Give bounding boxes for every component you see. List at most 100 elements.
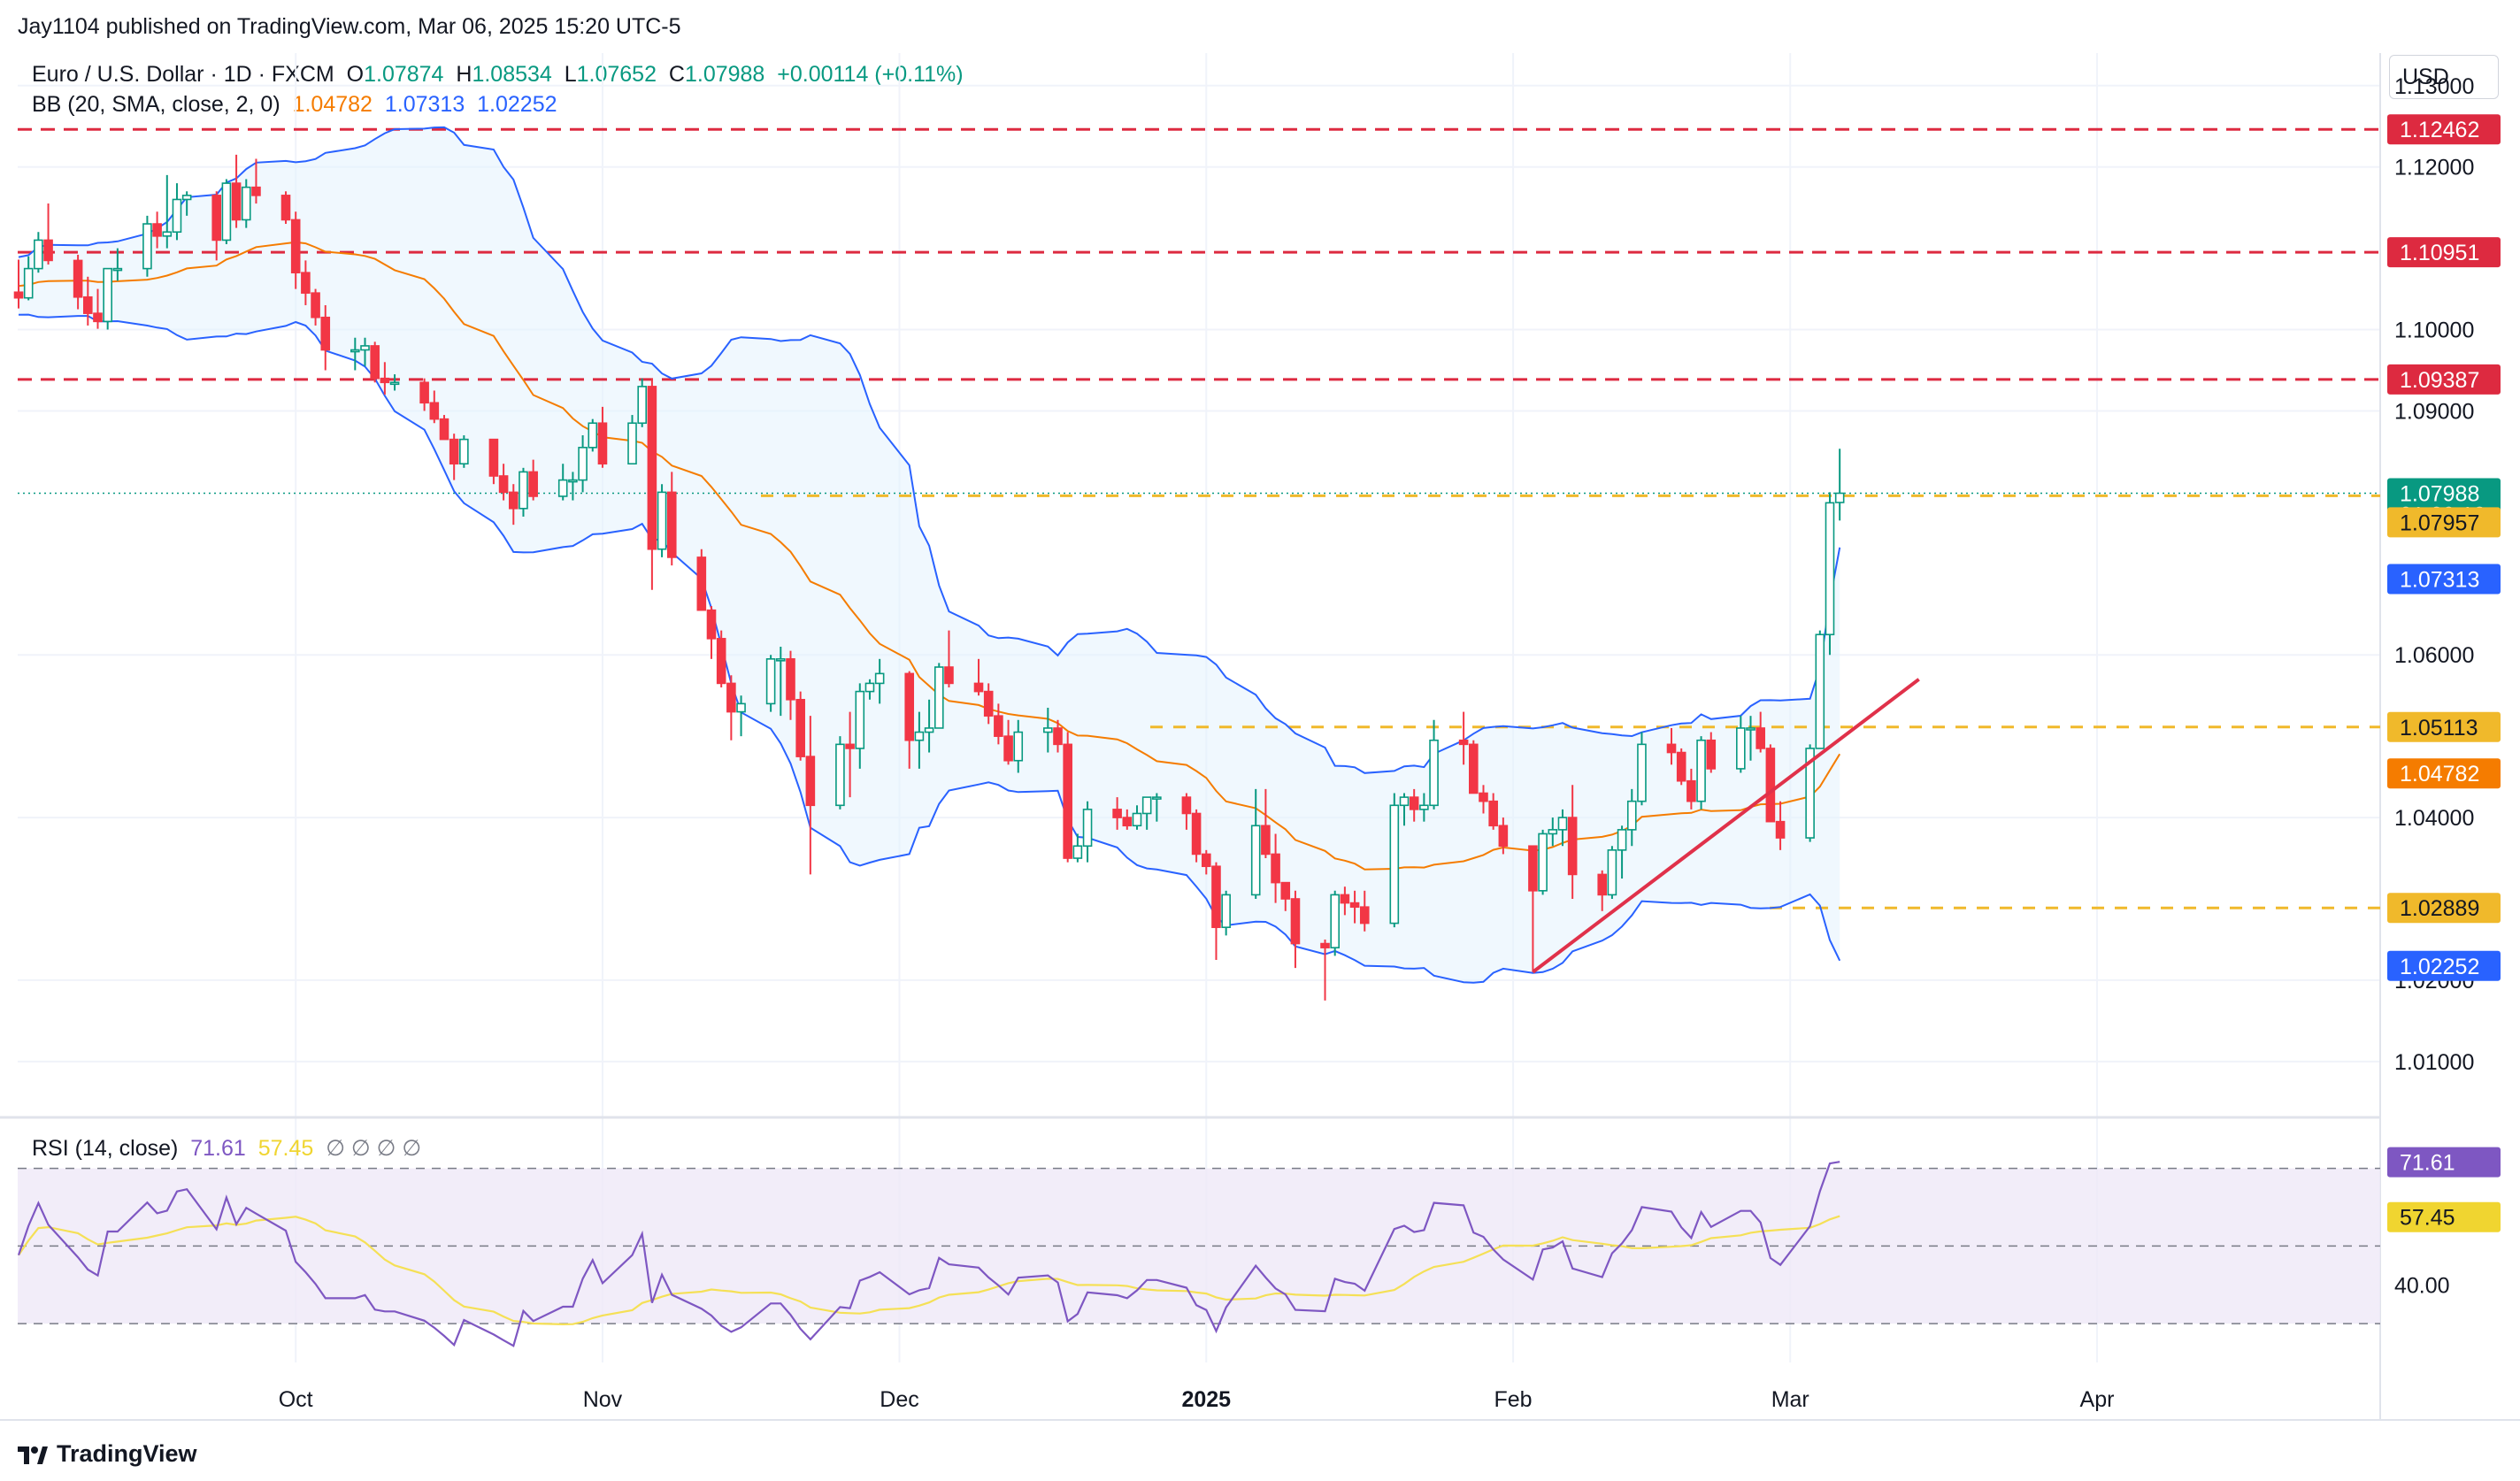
symbol-legend: Euro / U.S. Dollar · 1D · FXCM O1.07874 … (32, 62, 964, 88)
rsi-empty-values: ∅ ∅ ∅ ∅ (326, 1136, 422, 1161)
candle-body (1429, 739, 1439, 807)
time-tick-label: Mar (1771, 1387, 1809, 1412)
candle-body (1201, 853, 1211, 868)
candle-body (904, 672, 915, 741)
candle-body (568, 479, 578, 483)
candle-body (459, 438, 469, 465)
candle-body (221, 182, 232, 242)
candle-body (211, 195, 222, 242)
candle-body (775, 658, 786, 662)
candle-body (429, 402, 440, 420)
candle-body (1419, 804, 1429, 810)
candles (13, 154, 1845, 1001)
time-tick-label: Nov (583, 1387, 623, 1412)
price-label: 1.07988 (2400, 481, 2479, 506)
candle-body (1805, 748, 1815, 839)
rsi-legend: RSI (14, close) 71.61 57.45 ∅ ∅ ∅ ∅ (32, 1135, 421, 1162)
candle-body (557, 479, 568, 497)
candle-body (1409, 796, 1419, 810)
candle-body (1003, 735, 1013, 762)
candle-body (1597, 873, 1608, 896)
rising-trendline (1532, 678, 1920, 974)
candle-body (835, 743, 845, 807)
rsi-tick-label: 40.00 (2394, 1273, 2450, 1298)
candle-body (716, 638, 726, 685)
candle-body (439, 418, 449, 441)
candle-body (1765, 748, 1776, 823)
candle-body (637, 386, 648, 425)
candle-body (1330, 894, 1340, 948)
open-label: O (346, 62, 365, 87)
candle-body (786, 658, 795, 701)
candle-body (1706, 739, 1717, 770)
candle-body (83, 295, 93, 314)
candle-body (666, 491, 677, 558)
candle-body (805, 756, 816, 807)
price-label: 1.10951 (2400, 241, 2479, 265)
horizontal-levels[interactable] (18, 127, 2380, 909)
rsi-pane (17, 1161, 2380, 1347)
candle-body (726, 682, 736, 713)
candle-body (1250, 825, 1261, 896)
price-label-box (2387, 758, 2501, 789)
price-label-box (2387, 893, 2501, 924)
candle-body (1399, 796, 1410, 807)
candle-body (1152, 796, 1162, 800)
candle-body (13, 291, 24, 299)
candle-body (43, 239, 53, 262)
tradingview-logo[interactable]: TradingView (18, 1440, 197, 1468)
candle-body (597, 422, 608, 465)
rsi-price-label-box (2387, 1147, 2501, 1178)
candle-body (1072, 845, 1083, 859)
candle-body (1607, 849, 1617, 896)
time-tick-label: Dec (880, 1387, 918, 1412)
price-label-box (2387, 507, 2501, 538)
low-value: 1.07652 (576, 62, 657, 87)
candle-body (1122, 817, 1133, 827)
candle-body (1557, 817, 1568, 831)
bollinger-band-fill (19, 127, 1840, 983)
rsi-ma-line (18, 1215, 1840, 1326)
candle-body (795, 698, 805, 757)
candle-body (1736, 727, 1746, 770)
candle-body (1626, 800, 1637, 831)
candle-body (1528, 845, 1538, 892)
candle-body (419, 381, 429, 404)
candle-body (1696, 739, 1706, 802)
candle-body (1063, 743, 1072, 859)
currency-selector[interactable]: USD (2389, 55, 2499, 99)
trendline[interactable] (1532, 678, 1920, 974)
candle-body (290, 219, 301, 273)
price-label: 1.04782 (2400, 762, 2479, 787)
candle-body (350, 349, 360, 353)
time-axis[interactable]: Oct Nov Dec 2025 Feb Mar Apr (279, 1387, 2115, 1412)
candle-body (1013, 731, 1024, 762)
rsi-label[interactable]: RSI (14, close) (32, 1136, 179, 1161)
price-label: 1.07957 (2400, 510, 2479, 535)
price-label: 1.05113 (2400, 716, 2478, 740)
candle-body (1191, 812, 1202, 856)
candle-body (1676, 751, 1686, 782)
rsi-value: 71.61 (190, 1136, 246, 1161)
bb-lower-value: 1.02252 (477, 92, 557, 117)
brand-label: TradingView (57, 1440, 197, 1467)
tradingview-icon (18, 1446, 48, 1464)
candle-body (389, 381, 400, 386)
candle-body (1181, 796, 1192, 815)
bb-label[interactable]: BB (20, SMA, close, 2, 0) (32, 92, 280, 117)
candle-body (1458, 739, 1469, 746)
rsi-price-label: 57.45 (2400, 1206, 2455, 1231)
symbol-title[interactable]: Euro / U.S. Dollar · 1D · FXCM (32, 62, 334, 87)
currency-label: USD (2402, 64, 2449, 89)
candle-body (380, 377, 390, 384)
candle-body (73, 259, 83, 298)
candle-body (1271, 853, 1280, 884)
candle-body (1221, 894, 1231, 928)
candle-body (983, 690, 994, 717)
price-tick-label: 1.09000 (2394, 399, 2474, 424)
price-tick-label: 1.04000 (2394, 806, 2474, 831)
candle-body (864, 682, 875, 693)
rsi-price-label: 71.61 (2400, 1151, 2455, 1176)
high-label: H (456, 62, 472, 87)
